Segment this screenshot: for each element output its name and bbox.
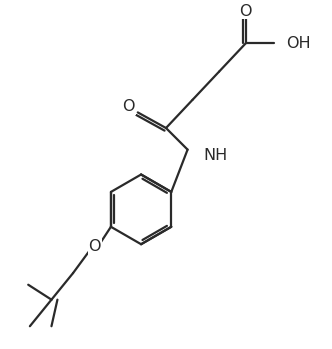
Text: O: O [239, 3, 252, 18]
Text: NH: NH [204, 148, 228, 163]
Text: O: O [122, 99, 135, 114]
Text: OH: OH [287, 36, 311, 51]
Text: O: O [88, 239, 101, 254]
